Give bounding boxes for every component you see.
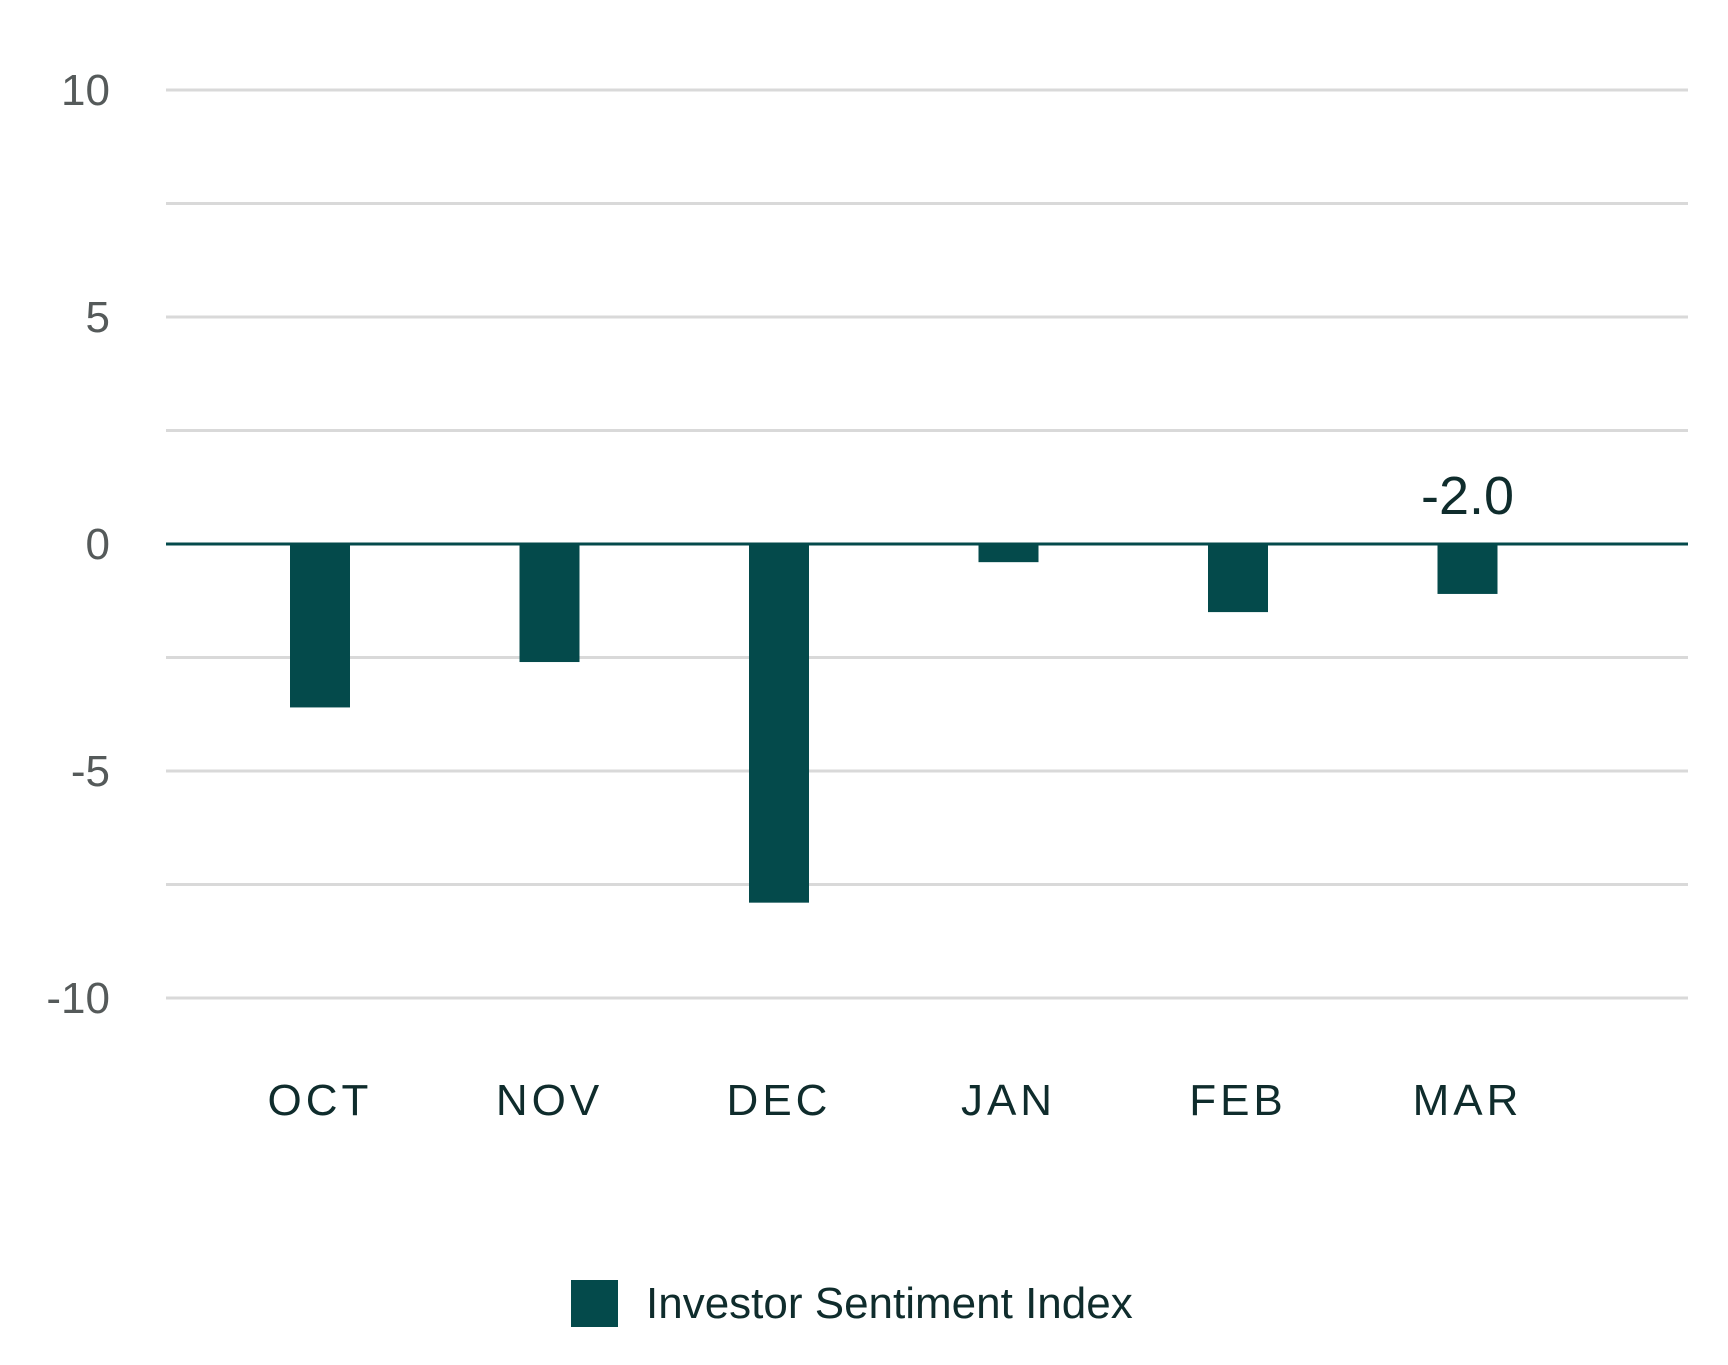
bar-oct [290, 544, 350, 708]
bars [290, 544, 1498, 903]
x-tick-label-feb: FEB [1189, 1076, 1287, 1125]
bar-mar [1437, 544, 1498, 594]
bar-jan [978, 544, 1039, 563]
bar-dec [749, 544, 809, 903]
x-tick-label-nov: NOV [496, 1076, 603, 1125]
y-tick-label: 10 [61, 66, 110, 115]
y-tick-label: -5 [71, 747, 110, 796]
y-tick-label: 0 [86, 520, 110, 569]
x-axis-ticks: OCT NOV DEC JAN FEB MAR [268, 1076, 1523, 1125]
y-tick-label: -10 [46, 974, 110, 1023]
legend-swatch [571, 1280, 618, 1327]
annotations: -2.0 [1421, 466, 1514, 526]
bar-nov [519, 544, 580, 663]
x-tick-label-jan: JAN [961, 1076, 1056, 1125]
y-tick-label: 5 [86, 293, 110, 342]
x-tick-label-oct: OCT [268, 1076, 373, 1125]
bar-feb [1208, 544, 1268, 613]
gridlines [166, 88, 1688, 1000]
x-tick-label-dec: DEC [727, 1076, 832, 1125]
legend-label: Investor Sentiment Index [646, 1279, 1133, 1328]
y-axis-ticks: 10 5 0 -5 -10 [46, 66, 110, 1023]
legend: Investor Sentiment Index [571, 1279, 1133, 1328]
data-label-mar: -2.0 [1421, 466, 1514, 526]
x-tick-label-mar: MAR [1413, 1076, 1523, 1125]
